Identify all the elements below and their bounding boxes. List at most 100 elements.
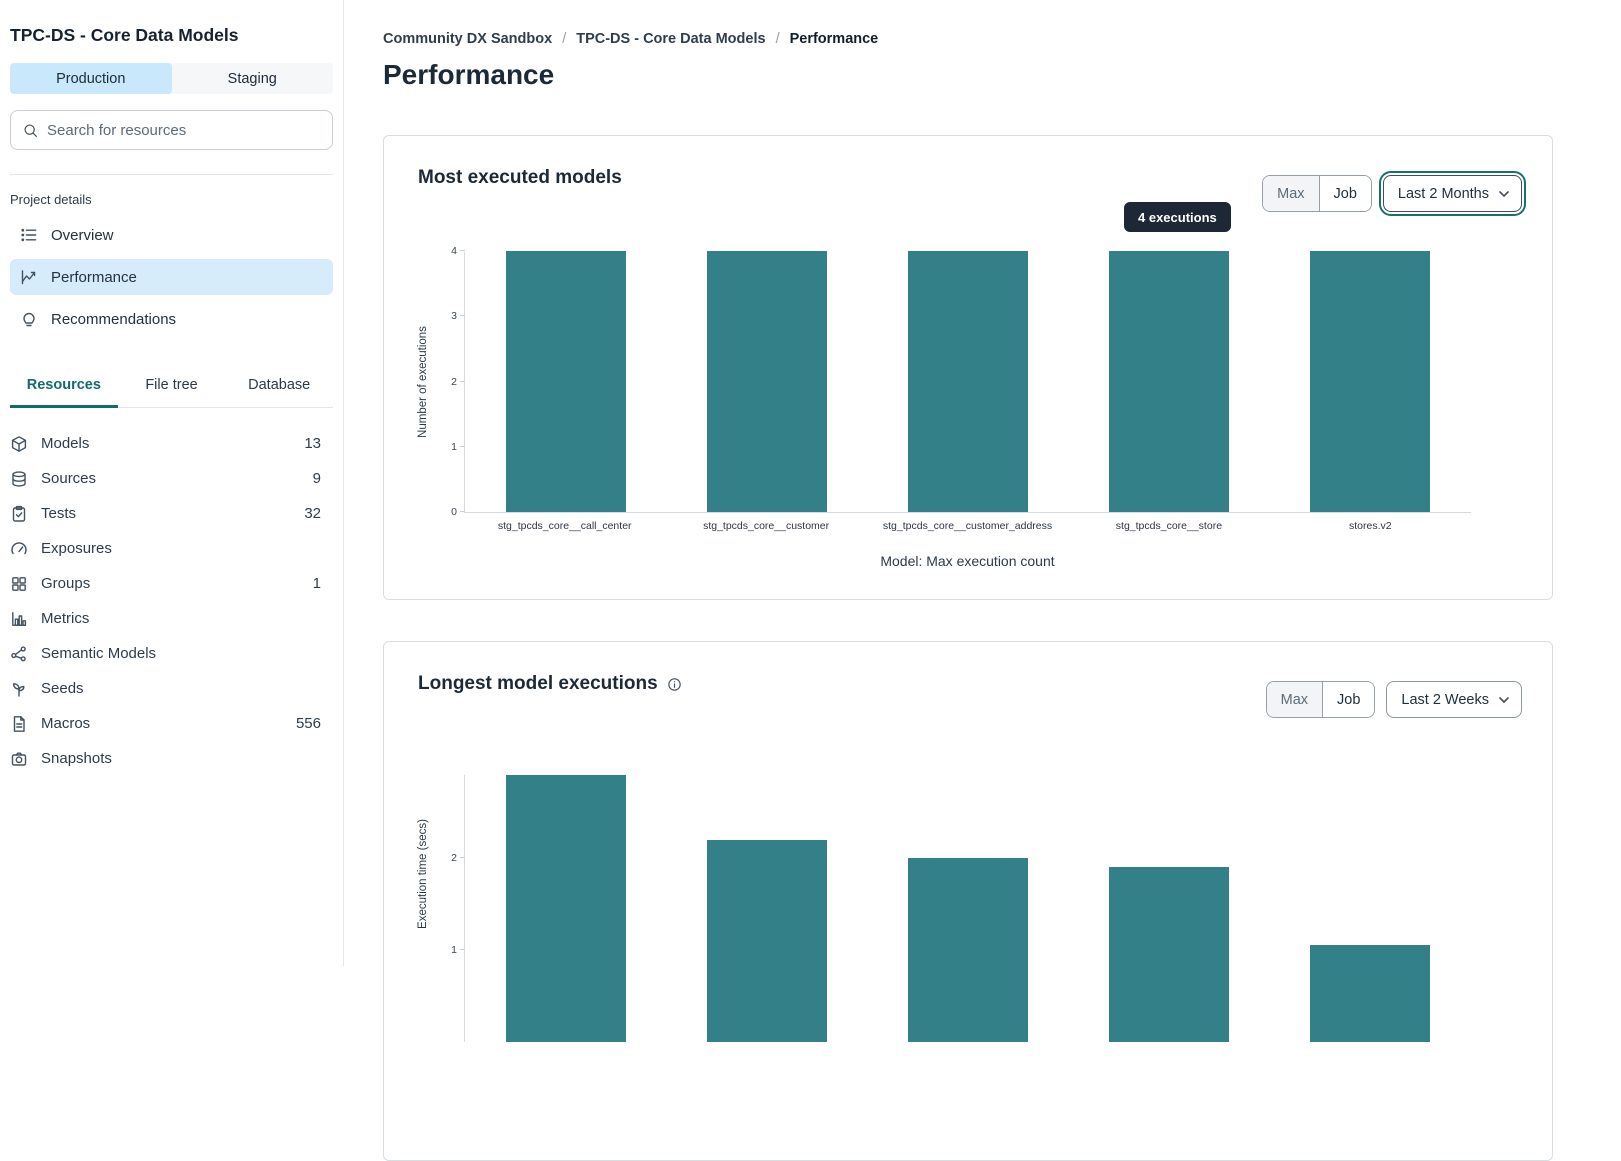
toggle-max-button[interactable]: Max [1263,176,1319,211]
bar[interactable] [506,775,626,1042]
resource-label: Exposures [41,540,308,557]
resource-label: Models [41,435,291,452]
resource-label: Semantic Models [41,645,308,662]
toggle-job-button[interactable]: Job [1323,682,1374,717]
file-text-icon [10,715,28,733]
tab-resources[interactable]: Resources [10,367,118,408]
sidebar-item-groups[interactable]: Groups 1 [10,566,321,601]
y-tick-mark [460,250,465,251]
longest-model-executions-card: Longest model executions Max Job Last 2 … [383,641,1553,1161]
info-icon[interactable] [667,677,682,692]
sidebar-item-exposures[interactable]: Exposures [10,531,321,566]
resource-label: Groups [41,575,300,592]
resource-count: 556 [296,715,321,732]
nav-label: Performance [51,269,137,286]
resource-label: Tests [41,505,291,522]
lightbulb-icon [20,310,38,328]
sidebar-item-recommendations[interactable]: Recommendations [10,301,333,337]
y-tick-label: 2 [433,851,457,865]
sidebar-item-performance[interactable]: Performance [10,259,333,295]
y-tick-label: 2 [433,375,457,389]
card1-controls: Max Job Last 2 Months [1262,175,1522,212]
sidebar-item-metrics[interactable]: Metrics [10,601,321,636]
resource-label: Snapshots [41,750,308,767]
y-tick-mark [460,381,465,382]
y-tick-label: 1 [433,943,457,957]
sidebar-item-semantic-models[interactable]: Semantic Models [10,636,321,671]
resource-label: Sources [41,470,300,487]
page-title: Performance [383,59,554,91]
x-axis-tick-label: stg_tpcds_core__store [1068,520,1269,532]
search-icon [23,123,38,138]
y-axis-label: Execution time (secs) [417,819,429,929]
cube-icon [10,435,28,453]
x-axis-tick-label: stores.v2 [1270,520,1471,532]
bar[interactable] [1310,945,1430,1042]
search-input[interactable] [47,122,320,139]
card-title: Most executed models [418,167,622,189]
graph-nodes-icon [10,645,28,663]
max-job-toggle: Max Job [1262,175,1372,212]
resources-list: Models 13 Sources 9 Tests 32 Exposures G… [10,426,333,776]
resource-count: 1 [313,575,321,592]
sidebar-item-sources[interactable]: Sources 9 [10,461,321,496]
date-range-value: Last 2 Weeks [1401,692,1489,708]
env-tab-staging[interactable]: Staging [172,63,334,94]
breadcrumb-project[interactable]: TPC-DS - Core Data Models [576,31,765,47]
y-tick-label: 0 [433,505,457,519]
bar[interactable] [707,251,827,512]
sidebar-item-macros[interactable]: Macros 556 [10,706,321,741]
tab-file-tree[interactable]: File tree [118,367,226,407]
card2-controls: Max Job Last 2 Weeks [1266,681,1522,718]
sidebar-item-snapshots[interactable]: Snapshots [10,741,321,776]
chevron-down-icon [1499,190,1509,198]
x-axis-caption: Model: Max execution count [464,553,1471,569]
toggle-max-button[interactable]: Max [1267,682,1323,717]
y-tick-mark [460,446,465,447]
nav-label: Recommendations [51,311,176,328]
resource-label: Metrics [41,610,308,627]
bar[interactable] [1310,251,1430,512]
chart-line-icon [20,268,38,286]
tab-database[interactable]: Database [225,367,333,407]
bar[interactable] [707,840,827,1042]
bar[interactable] [908,251,1028,512]
resource-count: 9 [313,470,321,487]
bar[interactable] [1109,867,1229,1042]
database-icon [10,470,28,488]
date-range-select[interactable]: Last 2 Weeks [1386,681,1522,718]
card-title: Longest model executions [418,673,658,695]
bar[interactable] [506,251,626,512]
sidebar-item-seeds[interactable]: Seeds [10,671,321,706]
nav-label: Overview [51,227,114,244]
gauge-icon [10,540,28,558]
bar[interactable] [1109,251,1229,512]
sprout-icon [10,680,28,698]
y-tick-label: 1 [433,440,457,454]
sidebar-item-tests[interactable]: Tests 32 [10,496,321,531]
clipboard-check-icon [10,505,28,523]
resource-label: Seeds [41,680,308,697]
list-icon [20,226,38,244]
y-tick-label: 4 [433,244,457,258]
sidebar-divider [10,174,333,175]
most-executed-models-card: Most executed models Max Job Last 2 Mont… [383,135,1553,600]
y-axis-label: Number of executions [417,326,429,438]
sidebar-item-models[interactable]: Models 13 [10,426,321,461]
bar[interactable] [908,858,1028,1042]
sidebar-item-overview[interactable]: Overview [10,217,333,253]
chevron-down-icon [1499,696,1509,704]
date-range-select[interactable]: Last 2 Months [1383,175,1522,212]
env-tab-production[interactable]: Production [10,63,172,94]
search-box[interactable] [10,110,333,150]
breadcrumb-account[interactable]: Community DX Sandbox [383,31,552,47]
project-nav: Overview Performance Recommendations [10,217,333,337]
y-tick-label: 3 [433,309,457,323]
resource-label: Macros [41,715,283,732]
toggle-job-button[interactable]: Job [1320,176,1371,211]
resource-tabs: Resources File tree Database [10,367,333,408]
max-job-toggle: Max Job [1266,681,1376,718]
